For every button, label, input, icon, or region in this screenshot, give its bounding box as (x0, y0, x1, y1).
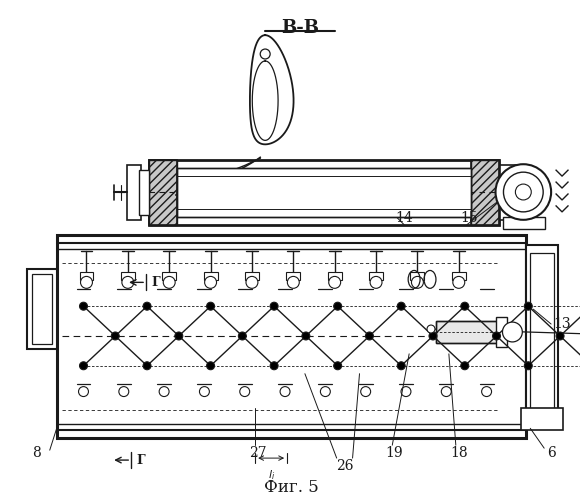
Circle shape (524, 362, 533, 370)
Bar (471, 160, 499, 225)
Bar (27, 270, 56, 349)
Text: 27: 27 (250, 446, 267, 460)
Bar (526, 244, 558, 428)
Circle shape (119, 386, 129, 396)
Bar (162, 272, 176, 280)
Circle shape (280, 386, 290, 396)
Circle shape (270, 362, 278, 370)
Circle shape (495, 164, 551, 220)
Bar (286, 272, 300, 280)
Circle shape (302, 332, 310, 340)
Circle shape (398, 362, 405, 370)
Bar (177, 168, 471, 217)
Bar (32, 274, 52, 344)
Text: Г: Г (136, 454, 145, 466)
Circle shape (441, 386, 451, 396)
Bar (410, 272, 424, 280)
Bar (56, 234, 526, 438)
Text: В-В: В-В (281, 20, 319, 38)
Circle shape (429, 332, 437, 340)
Circle shape (329, 276, 340, 288)
Text: 26: 26 (336, 459, 353, 473)
Circle shape (246, 276, 258, 288)
Circle shape (200, 386, 210, 396)
Circle shape (270, 302, 278, 310)
Circle shape (370, 276, 382, 288)
Circle shape (207, 362, 215, 370)
Circle shape (159, 386, 169, 396)
Bar (369, 272, 383, 280)
Text: 14: 14 (395, 211, 413, 225)
Bar (121, 272, 135, 280)
Bar (149, 160, 177, 225)
Circle shape (80, 302, 87, 310)
Circle shape (80, 362, 87, 370)
Circle shape (482, 386, 492, 396)
Bar (149, 160, 499, 225)
Bar (139, 170, 149, 215)
Text: Фиг. 5: Фиг. 5 (264, 480, 318, 496)
Bar (245, 272, 259, 280)
Circle shape (175, 332, 183, 340)
Circle shape (143, 302, 151, 310)
Circle shape (333, 362, 342, 370)
Circle shape (503, 172, 543, 212)
Circle shape (461, 362, 469, 370)
Bar (452, 272, 466, 280)
Circle shape (453, 276, 465, 288)
Circle shape (79, 386, 88, 396)
Bar (127, 165, 141, 220)
Bar (177, 168, 471, 217)
Circle shape (361, 386, 371, 396)
Bar (328, 272, 342, 280)
Text: 15: 15 (460, 211, 478, 225)
Circle shape (239, 332, 246, 340)
Bar (204, 272, 218, 280)
Circle shape (320, 386, 331, 396)
Circle shape (111, 332, 119, 340)
Bar (503, 217, 545, 229)
Bar (530, 252, 554, 420)
Circle shape (502, 322, 522, 342)
Circle shape (365, 332, 374, 340)
Circle shape (556, 332, 564, 340)
Circle shape (492, 332, 501, 340)
Bar (495, 317, 508, 347)
Circle shape (398, 302, 405, 310)
Text: $l_i$: $l_i$ (268, 468, 275, 482)
Circle shape (461, 302, 469, 310)
Bar (471, 160, 499, 225)
Bar (436, 321, 501, 343)
Circle shape (205, 276, 217, 288)
Text: 18: 18 (450, 446, 467, 460)
Text: 6: 6 (546, 446, 555, 460)
Text: 19: 19 (385, 446, 403, 460)
Circle shape (427, 325, 435, 333)
Circle shape (333, 302, 342, 310)
Text: Г: Г (151, 276, 159, 289)
Circle shape (164, 276, 175, 288)
Bar (436, 321, 501, 343)
Circle shape (207, 302, 215, 310)
Circle shape (288, 276, 299, 288)
Text: 13: 13 (553, 317, 571, 331)
Circle shape (143, 362, 151, 370)
Bar (501, 165, 522, 220)
Text: 8: 8 (33, 446, 41, 460)
Circle shape (240, 386, 250, 396)
Circle shape (411, 276, 423, 288)
Circle shape (122, 276, 134, 288)
Circle shape (80, 276, 93, 288)
Bar (149, 160, 177, 225)
Circle shape (401, 386, 411, 396)
Circle shape (260, 49, 270, 59)
Bar (521, 408, 563, 430)
Circle shape (524, 302, 533, 310)
Circle shape (516, 184, 531, 200)
Bar (80, 272, 94, 280)
